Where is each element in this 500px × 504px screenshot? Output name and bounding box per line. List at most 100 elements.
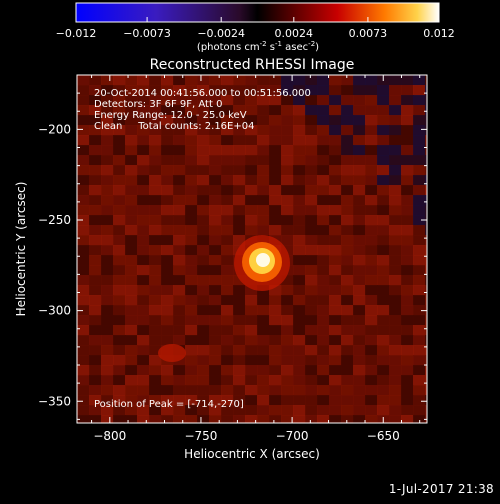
heat-cell: [113, 285, 126, 296]
heat-cell: [209, 325, 222, 336]
heat-cell: [341, 145, 354, 156]
heat-cell: [125, 135, 138, 146]
heat-cell: [101, 235, 114, 246]
heat-cell: [389, 285, 402, 296]
heat-cell: [329, 195, 342, 206]
heat-cell: [401, 335, 414, 346]
heat-cell: [101, 345, 114, 356]
heat-cell: [257, 305, 270, 316]
heat-cell: [377, 185, 390, 196]
heat-cell: [353, 245, 366, 256]
x-tick-label: −750: [184, 429, 217, 443]
heat-cell: [89, 175, 102, 186]
heat-cell: [197, 75, 210, 86]
heat-cell: [365, 395, 378, 406]
heat-cell: [377, 325, 390, 336]
heat-cell: [269, 135, 282, 146]
heat-cell: [137, 355, 150, 366]
heat-cell: [317, 165, 330, 176]
heat-cell: [233, 165, 246, 176]
heat-cell: [245, 125, 258, 136]
heat-cell: [101, 195, 114, 206]
heat-cell: [401, 75, 414, 86]
heat-cell: [149, 75, 162, 86]
heat-cell: [245, 385, 258, 396]
heat-cell: [161, 245, 174, 256]
heat-cell: [173, 255, 186, 266]
heat-cell: [209, 135, 222, 146]
heat-cell: [293, 175, 306, 186]
heat-cell: [245, 105, 258, 116]
heat-cell: [77, 345, 90, 356]
heat-cell: [413, 355, 426, 366]
heat-cell: [377, 145, 390, 156]
heat-cell: [425, 395, 427, 406]
heat-cell: [209, 265, 222, 276]
heat-cell: [377, 155, 390, 166]
heat-cell: [77, 205, 90, 216]
heat-cell: [113, 375, 126, 386]
heat-cell: [137, 305, 150, 316]
heat-cell: [137, 415, 150, 423]
x-tick-label: −650: [367, 429, 400, 443]
heat-cell: [365, 225, 378, 236]
heat-cell: [125, 265, 138, 276]
heat-cell: [89, 255, 102, 266]
heat-cell: [221, 165, 234, 176]
heat-cell: [161, 305, 174, 316]
heat-cell: [185, 355, 198, 366]
colorbar-ticks: −0.012 −0.0073 −0.0024 0.0024 0.0073 0.012: [56, 17, 455, 40]
heat-cell: [257, 345, 270, 356]
heat-cell: [317, 405, 330, 416]
heat-cell: [185, 245, 198, 256]
heat-cell: [185, 315, 198, 326]
heat-cell: [89, 155, 102, 166]
heat-cell: [305, 395, 318, 406]
heat-cell: [293, 365, 306, 376]
heat-cell: [269, 175, 282, 186]
heat-cell: [305, 335, 318, 346]
heat-cell: [305, 255, 318, 266]
heat-cell: [389, 85, 402, 96]
heat-cell: [365, 415, 378, 423]
heat-cell: [293, 195, 306, 206]
heat-cell: [149, 225, 162, 236]
heat-cell: [293, 95, 306, 106]
heat-cell: [425, 85, 427, 96]
heat-cell: [377, 285, 390, 296]
heat-cell: [161, 385, 174, 396]
heat-cell: [365, 95, 378, 106]
heat-cell: [125, 155, 138, 166]
heat-cell: [401, 105, 414, 116]
heat-cell: [341, 235, 354, 246]
heat-cell: [173, 125, 186, 136]
heat-cell: [125, 95, 138, 106]
heat-cell: [281, 395, 294, 406]
heat-cell: [89, 145, 102, 156]
heat-cell: [89, 315, 102, 326]
y-tick-label: −250: [38, 213, 71, 227]
heat-cell: [101, 145, 114, 156]
heat-cell: [137, 185, 150, 196]
heat-cell: [401, 415, 414, 423]
heat-cell: [209, 155, 222, 166]
y-tick-label: −200: [38, 122, 71, 136]
heat-cell: [365, 105, 378, 116]
heat-cell: [389, 105, 402, 116]
heat-cell: [341, 165, 354, 176]
heat-cell: [305, 135, 318, 146]
secondary-source: [158, 344, 186, 362]
heat-cell: [317, 335, 330, 346]
heat-cell: [233, 225, 246, 236]
heat-cell: [77, 175, 90, 186]
heat-cell: [341, 415, 354, 423]
heat-cell: [113, 415, 126, 423]
heat-cell: [233, 105, 246, 116]
heat-cell: [149, 275, 162, 286]
heat-cell: [269, 385, 282, 396]
info-line-time: 20-Oct-2014 00:41:56.000 to 00:51:56.000: [94, 88, 311, 99]
heat-cell: [233, 195, 246, 206]
heat-cell: [281, 125, 294, 136]
heat-cell: [305, 315, 318, 326]
heat-cell: [425, 295, 427, 306]
